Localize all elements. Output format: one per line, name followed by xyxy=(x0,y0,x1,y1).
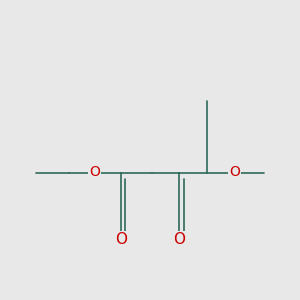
Text: O: O xyxy=(115,232,127,247)
Text: O: O xyxy=(173,232,185,247)
Text: O: O xyxy=(229,166,240,179)
Text: O: O xyxy=(89,166,100,179)
